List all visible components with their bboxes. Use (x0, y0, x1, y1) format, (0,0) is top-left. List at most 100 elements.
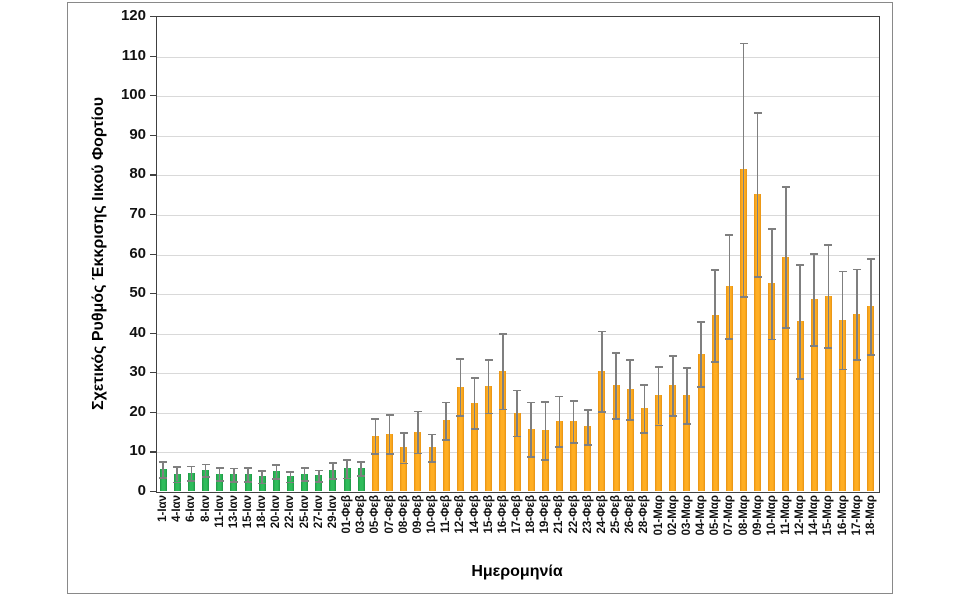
error-bar-cap (626, 418, 635, 421)
error-bar (318, 469, 320, 481)
gridline (157, 333, 879, 335)
error-bar (558, 395, 561, 447)
error-bar-cap (371, 453, 380, 456)
error-bar (346, 459, 348, 478)
x-axis-tick-label: 07-Μαρ (723, 495, 736, 536)
error-bar-cap (343, 459, 352, 462)
error-bar (502, 333, 504, 409)
error-bar (700, 321, 702, 387)
error-bar (445, 401, 447, 439)
error-bar-cap (555, 395, 564, 398)
x-axis-tick-label: 11-Μαρ (779, 495, 792, 535)
error-bar-cap (215, 480, 224, 483)
x-axis-tick-label: 10-Φεβ (426, 495, 439, 534)
x-axis-tick-label: 26-Φεβ (624, 495, 637, 534)
x-axis-tick-label: 20-Ιαν (270, 495, 283, 529)
error-bar-cap (371, 417, 380, 420)
bar (329, 470, 337, 491)
error-bar-cap (159, 476, 168, 479)
x-axis-tick-label: 18-Φεβ (525, 495, 538, 534)
error-bar-cap (498, 333, 507, 336)
error-bar-cap (668, 354, 677, 357)
chart-frame: 0 10 20 30 40 50 60 70 80 90 100 110 120 1-Ιαν 4-Ιαν 6… (67, 2, 893, 594)
x-axis-tick-label: 08-Φεβ (397, 495, 410, 534)
error-bar-cap (824, 244, 833, 247)
y-axis-tick (150, 213, 156, 216)
y-axis-tick-label: 10 (129, 442, 146, 460)
error-bar (487, 358, 490, 413)
error-bar-cap (654, 424, 663, 427)
error-bar (870, 258, 872, 355)
error-bar (544, 400, 547, 460)
bar (202, 470, 210, 491)
x-axis-tick-label: 8-Ιαν (199, 495, 212, 522)
gridline (157, 214, 879, 216)
error-bar-cap (753, 112, 762, 114)
error-bar-cap (583, 443, 592, 446)
error-bar-cap (201, 476, 210, 479)
error-bar-cap (187, 479, 196, 482)
error-bar-cap (314, 469, 323, 472)
error-bar-cap (640, 383, 649, 386)
error-bar-cap (527, 456, 536, 458)
x-axis-tick-label: 15-Φεβ (482, 495, 495, 534)
error-bar (728, 234, 731, 338)
y-axis-tick (150, 134, 156, 136)
error-bar (332, 461, 334, 479)
bar (315, 475, 323, 491)
error-bar-cap (668, 415, 677, 417)
error-bar-cap (597, 411, 606, 414)
error-bar-cap (229, 481, 238, 483)
x-axis-title: Ημερομηνία (471, 563, 563, 580)
error-bar-cap (300, 480, 309, 483)
x-axis-tick-label: 4-Ιαν (171, 495, 184, 522)
error-bar-cap (470, 428, 479, 431)
x-axis-tick-label: 04-Μαρ (695, 495, 708, 536)
gridline (157, 373, 879, 375)
x-axis-tick-label: 16-Μαρ (836, 495, 849, 536)
x-axis-tick-label: 22-Ιαν (284, 495, 297, 529)
error-bar (586, 409, 589, 444)
error-bar-cap (866, 354, 875, 356)
gridline (157, 135, 879, 137)
gridline (157, 294, 879, 296)
error-bar (417, 410, 419, 453)
error-bar-cap (470, 377, 479, 379)
y-axis-tick-label: 20 (129, 402, 146, 420)
y-axis-tick (150, 332, 156, 334)
y-axis-tick (150, 491, 156, 493)
bar (400, 447, 408, 491)
error-bar-cap (866, 258, 875, 261)
x-axis-tick-label: 23-Φεβ (581, 495, 594, 534)
error-bar (360, 461, 363, 475)
x-axis-tick-label: 05-Μαρ (709, 495, 722, 536)
bar (669, 384, 677, 491)
error-bar (218, 466, 221, 481)
gridline (157, 56, 879, 58)
error-bar (841, 270, 844, 369)
error-bar-cap (399, 462, 408, 465)
x-axis-tick-label: 27-Ιαν (312, 495, 325, 529)
x-axis-tick-label: 05-Φεβ (369, 495, 382, 534)
error-bar-cap (810, 345, 819, 348)
y-axis-tick (150, 411, 156, 414)
bar (527, 428, 535, 491)
error-bar-cap (612, 352, 621, 354)
x-axis-tick-label: 25-Φεβ (610, 495, 623, 534)
x-axis-tick-label: 08-Μαρ (737, 495, 750, 536)
error-bar-cap (597, 330, 606, 333)
error-bar-cap (711, 268, 720, 271)
error-bar-cap (286, 481, 295, 484)
error-bar-cap (244, 467, 253, 470)
error-bar-cap (159, 460, 168, 463)
error-bar-cap (626, 358, 635, 361)
bar (697, 353, 705, 491)
error-bar (402, 432, 405, 463)
y-axis-tick-label: 110 (121, 46, 146, 64)
bar (839, 319, 847, 491)
y-axis-tick (150, 293, 156, 295)
bar (810, 299, 818, 491)
bar (853, 313, 861, 491)
error-bar-cap (810, 252, 819, 255)
error-bar-cap (328, 461, 337, 464)
